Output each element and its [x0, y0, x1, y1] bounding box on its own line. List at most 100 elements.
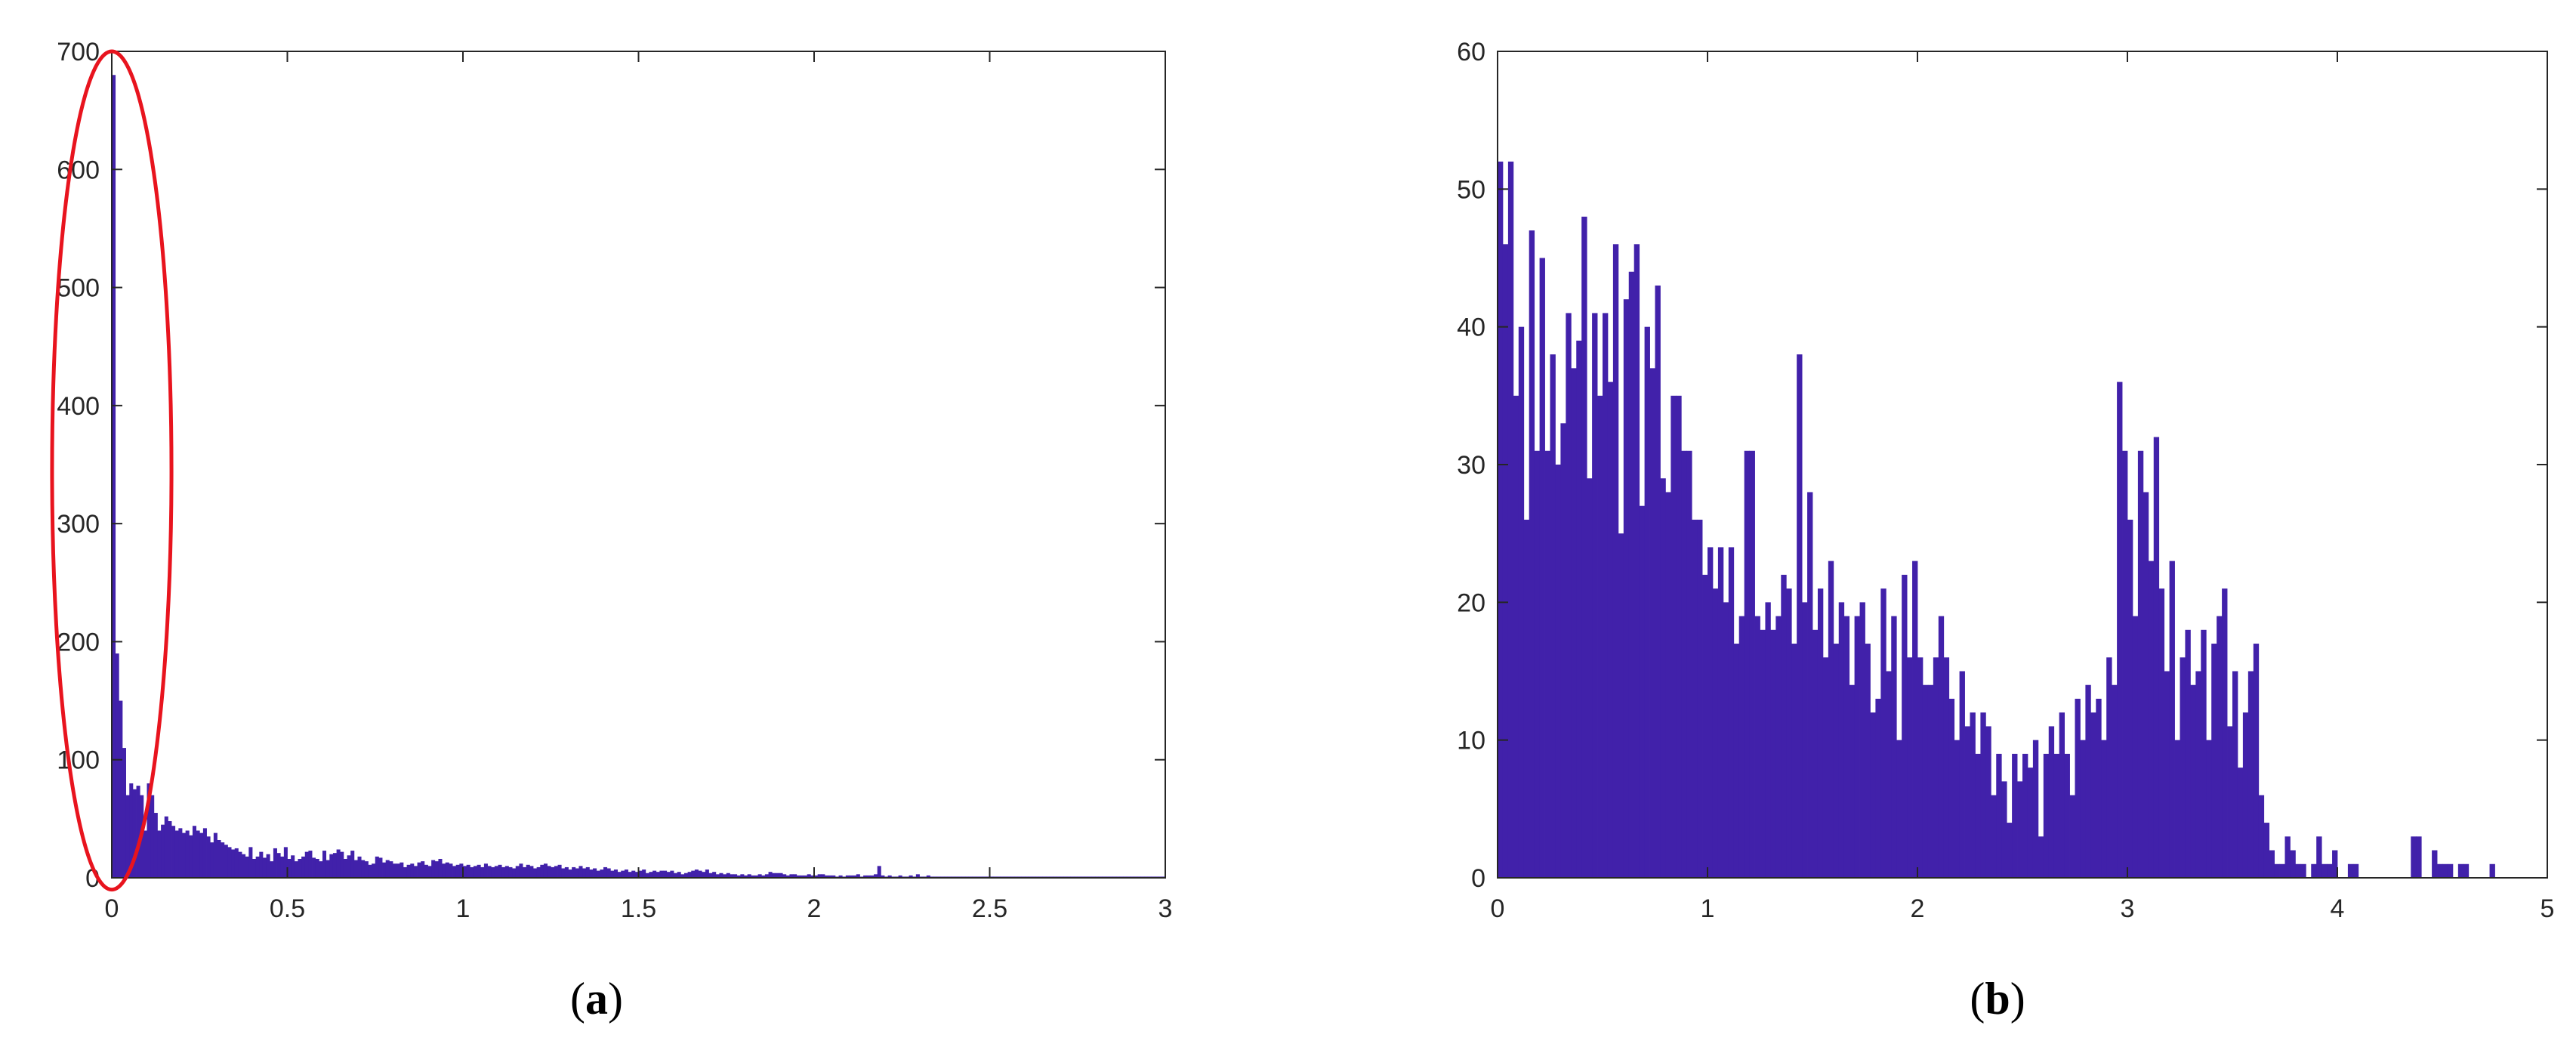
histogram-bar — [455, 864, 460, 878]
histogram-bar — [2069, 795, 2075, 878]
histogram-bar — [221, 842, 225, 878]
histogram-bar — [459, 863, 464, 878]
histogram-bar — [634, 872, 639, 878]
histogram-bar — [817, 874, 822, 878]
histogram-bar — [182, 832, 187, 878]
y-tick-label: 20 — [1457, 588, 1485, 617]
histogram-bar — [1692, 519, 1698, 878]
histogram-bar — [312, 857, 316, 878]
histogram-bar — [2211, 644, 2217, 878]
histogram-bar — [2284, 836, 2291, 878]
histogram-a-axes — [111, 51, 1166, 879]
histogram-bar — [1896, 740, 1902, 878]
histogram-bar — [730, 874, 734, 878]
histogram-bar — [1980, 712, 1986, 878]
histogram-bar — [1534, 450, 1540, 878]
histogram-bar — [400, 862, 404, 878]
histogram-bar — [431, 860, 436, 878]
histogram-bar — [161, 824, 165, 878]
histogram-bar — [1603, 313, 1609, 878]
histogram-bar — [1991, 795, 1997, 878]
histogram-bar — [1927, 684, 1934, 878]
histogram-bar — [2290, 850, 2296, 878]
histogram-bar — [1843, 616, 1850, 878]
histogram-bar — [663, 870, 668, 878]
histogram-bar — [694, 869, 699, 878]
histogram-bar — [533, 868, 538, 878]
histogram-bar — [192, 826, 196, 878]
histogram-bar — [231, 849, 236, 878]
histogram-bar — [508, 866, 513, 878]
axes-box — [111, 51, 1166, 879]
histogram-bar — [494, 866, 498, 878]
x-tick-label: 0 — [1491, 894, 1505, 923]
y-tick-label: 200 — [57, 628, 100, 656]
histogram-bar — [413, 866, 418, 878]
histogram-bar — [2227, 726, 2233, 878]
histogram-bar — [262, 857, 267, 878]
histogram-bar — [1754, 616, 1760, 878]
y-tick-label: 0 — [1471, 864, 1485, 893]
histogram-bar — [319, 861, 323, 878]
histogram-bar — [2195, 671, 2201, 878]
histogram-bar — [666, 872, 671, 878]
histogram-bar — [877, 866, 881, 878]
histogram-bar — [575, 868, 579, 878]
histogram-bar — [129, 783, 134, 878]
histogram-bar — [1555, 465, 1561, 878]
histogram-bar — [234, 848, 239, 878]
histogram-bar — [1518, 326, 1525, 878]
histogram-bar — [536, 866, 541, 878]
histogram-bar — [164, 816, 168, 878]
histogram-bar — [2085, 684, 2091, 878]
histogram-bar — [2112, 684, 2118, 878]
histogram-bar — [248, 847, 253, 878]
histogram-bar — [600, 869, 604, 878]
histogram-bar — [775, 873, 779, 878]
histogram-bar — [255, 856, 260, 878]
histogram-bar — [547, 866, 551, 878]
x-tick-label: 1 — [456, 894, 470, 923]
histogram-bar — [2463, 863, 2470, 878]
histogram-bar — [2295, 863, 2301, 878]
histogram-bar — [845, 875, 850, 878]
histogram-bar — [645, 873, 649, 878]
histogram-bar — [674, 873, 678, 878]
histogram-bar — [1628, 271, 1635, 879]
histogram-bar — [1875, 698, 1881, 878]
histogram-bar — [708, 873, 713, 878]
histogram-bar — [747, 874, 751, 878]
histogram-bar — [1671, 395, 1677, 878]
histogram-bar — [677, 872, 681, 878]
histogram-bar — [470, 866, 474, 878]
histogram-bar — [757, 874, 762, 878]
histogram-bar — [1560, 423, 1566, 878]
histogram-bar — [1828, 561, 1834, 878]
histogram-bar — [1975, 753, 1981, 878]
histogram-bar — [2242, 712, 2249, 878]
histogram-bar — [2332, 850, 2338, 878]
histogram-bar — [2190, 684, 2196, 878]
y-tick-label: 60 — [1457, 38, 1485, 66]
histogram-bar — [1498, 161, 1504, 878]
histogram-bar — [572, 866, 576, 878]
histogram-bar — [2217, 616, 2223, 878]
histogram-bar — [2442, 863, 2448, 878]
histogram-bar — [406, 864, 411, 878]
histogram-bar — [1550, 354, 1556, 878]
histogram-bar — [168, 820, 172, 878]
histogram-bar — [1539, 258, 1545, 878]
histogram-bar — [1717, 547, 1724, 878]
histogram-bar — [224, 845, 228, 878]
histogram-bar — [1744, 450, 1750, 878]
histogram-bar — [1623, 299, 1630, 878]
histogram-bar — [410, 863, 415, 878]
histogram-bar — [814, 875, 819, 878]
histogram-bar — [807, 874, 811, 878]
histogram-bar — [698, 870, 702, 878]
histogram-bar — [350, 851, 355, 878]
histogram-bar — [1760, 629, 1766, 878]
histogram-bar — [1943, 657, 1950, 878]
histogram-bar — [2022, 753, 2028, 878]
